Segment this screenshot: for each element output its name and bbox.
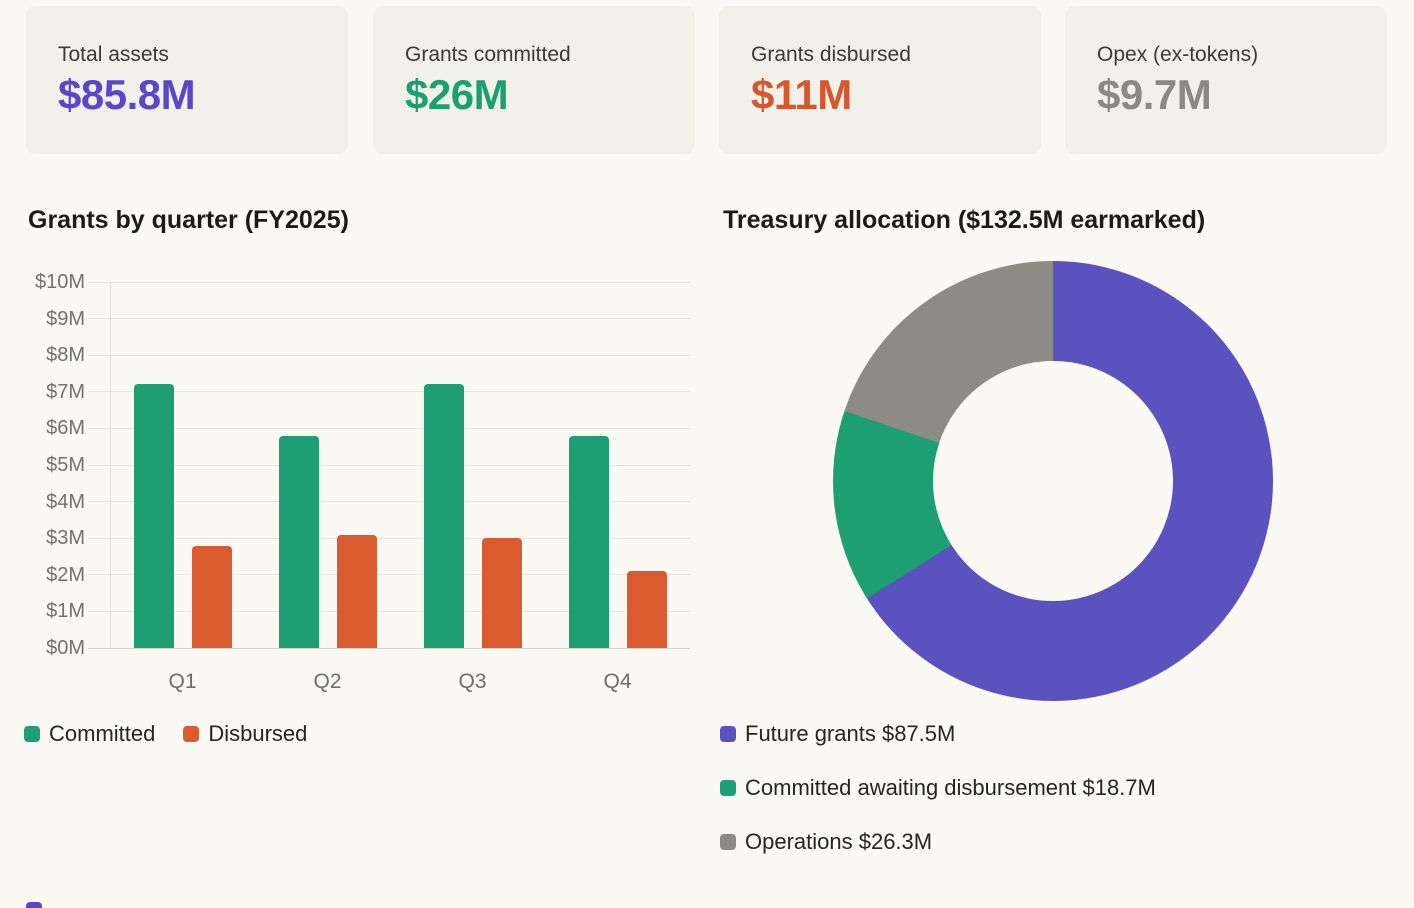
stat-value: $9.7M: [1097, 71, 1212, 118]
x-axis-label: Q2: [313, 670, 342, 693]
bar-chart-title: Grants by quarter (FY2025): [28, 206, 349, 234]
legend-item-disbursed: Disbursed: [183, 721, 307, 747]
gridline: [88, 281, 690, 283]
donut-legend-item-1: Committed awaiting disbursement $18.7M: [720, 773, 1156, 802]
y-axis-tick-label: $4M: [46, 490, 85, 513]
x-axis-label: Q1: [168, 670, 197, 693]
bar-disbursed-q3: [482, 538, 522, 648]
stat-label: Total assets: [58, 43, 169, 66]
legend-item-committed: Committed: [24, 721, 155, 747]
x-axis-label: Q3: [458, 670, 487, 693]
donut-chart-legend: Future grants $87.5M Committed awaiting d…: [720, 719, 1156, 856]
disbursed-swatch: [183, 726, 200, 742]
stat-label: Grants disbursed: [751, 43, 911, 66]
gridline: [88, 647, 690, 649]
legend-label: Future grants $87.5M: [745, 721, 956, 746]
legend-label: Committed awaiting disbursement $18.7M: [745, 775, 1156, 800]
donut-hole: [933, 361, 1173, 601]
x-axis-label: Q4: [603, 670, 632, 693]
gridline: [88, 391, 690, 393]
legend-label: Operations $26.3M: [745, 829, 933, 854]
donut-legend-item-2: Operations $26.3M: [720, 827, 1156, 856]
gridline: [88, 427, 690, 429]
donut-legend-item-0: Future grants $87.5M: [720, 719, 1156, 748]
bar-committed-q4: [569, 435, 609, 648]
gridline: [88, 354, 690, 356]
stat-card-opex: Opex (ex-tokens) $9.7M: [1065, 6, 1387, 154]
y-axis-tick-label: $1M: [46, 600, 85, 623]
stat-card-total-assets: Total assets $85.8M: [26, 6, 348, 154]
y-axis-tick-label: $5M: [46, 454, 85, 476]
donut-chart: [833, 261, 1273, 701]
bar-disbursed-q2: [337, 534, 377, 648]
y-axis-tick-label: $2M: [46, 563, 85, 586]
stat-value: $26M: [405, 71, 509, 118]
donut-slice-swatch: [720, 779, 736, 796]
stat-card-grants-committed: Grants committed $26M: [373, 6, 695, 154]
gridline: [88, 464, 690, 466]
gridline: [88, 574, 690, 576]
stat-value: $11M: [751, 71, 852, 118]
cutoff-legend-swatch: [26, 902, 42, 908]
gridline: [88, 318, 690, 320]
bar-committed-q2: [279, 435, 319, 648]
bar-chart-legend: Committed Disbursed: [24, 721, 307, 747]
legend-label: Committed: [49, 721, 156, 746]
y-axis-tick-label: $6M: [46, 417, 85, 440]
stat-card-grants-disbursed: Grants disbursed $11M: [719, 6, 1041, 154]
donut-chart-title: Treasury allocation ($132.5M earmarked): [723, 206, 1206, 234]
y-axis-tick-label: $7M: [46, 380, 85, 403]
y-axis-line: [110, 282, 111, 648]
bar-disbursed-q4: [627, 571, 667, 648]
stat-label: Grants committed: [405, 43, 571, 66]
gridline: [88, 501, 690, 503]
bar-committed-q3: [424, 384, 464, 648]
y-axis-tick-label: $8M: [46, 344, 85, 367]
donut-slice-swatch: [720, 833, 736, 850]
y-axis-tick-label: $9M: [46, 307, 85, 330]
committed-swatch: [24, 726, 40, 742]
y-axis-tick-label: $0M: [46, 637, 85, 659]
donut-slice-swatch: [720, 725, 736, 742]
stat-value: $85.8M: [58, 71, 196, 118]
y-axis-tick-label: $10M: [34, 271, 85, 293]
gridline: [88, 610, 690, 612]
bar-committed-q1: [134, 384, 174, 648]
legend-label: Disbursed: [208, 721, 308, 746]
y-axis-tick-label: $3M: [46, 527, 85, 550]
gridline: [88, 537, 690, 539]
bar-disbursed-q1: [192, 545, 232, 648]
stat-label: Opex (ex-tokens): [1097, 43, 1259, 66]
